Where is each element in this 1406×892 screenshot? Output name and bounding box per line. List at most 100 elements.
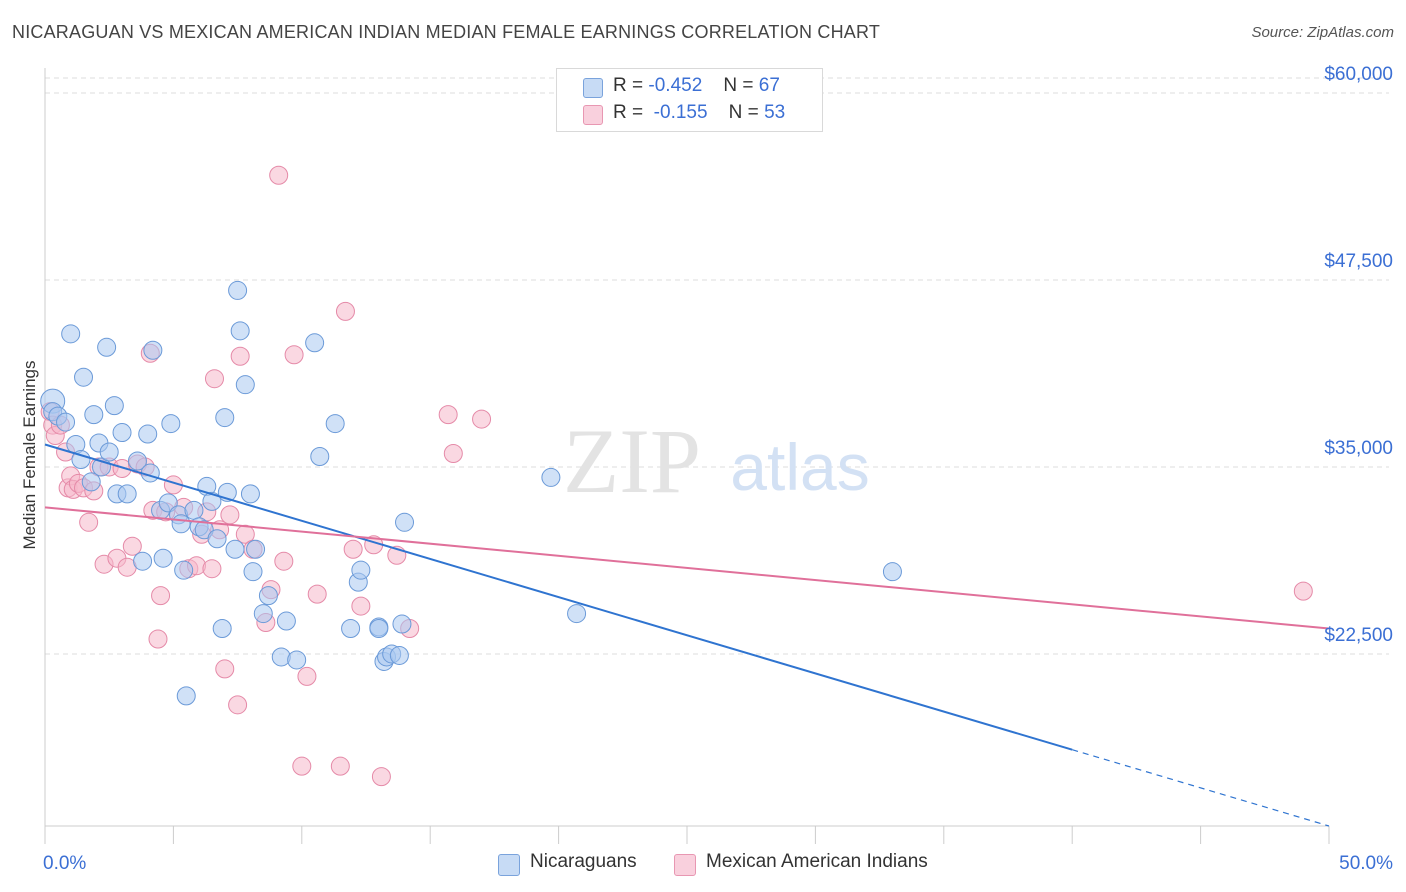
data-point-nicaraguans	[71, 449, 91, 469]
y-tick-label: $60,000	[1324, 64, 1393, 85]
tick-labels: $22,500 $35,000 $47,500 $60,000 0.0% 50.0%	[43, 64, 1393, 874]
source-credit: Source: ZipAtlas.com	[1251, 24, 1394, 41]
trend-line-nicaraguans	[44, 443, 1073, 751]
axes	[44, 68, 1330, 844]
x-tick-label-max: 50.0%	[1339, 853, 1393, 874]
data-point-nicaraguans	[176, 686, 196, 706]
trend-line-mexican-american-indians	[44, 506, 1330, 630]
y-tick-label: $35,000	[1324, 438, 1393, 459]
y-tick-label: $47,500	[1324, 251, 1393, 272]
data-point-mexican-american-indians	[307, 584, 327, 604]
data-point-nicaraguans	[171, 514, 191, 534]
data-point-nicaraguans	[138, 424, 158, 444]
data-point-mexican-american-indians	[148, 629, 168, 649]
data-point-nicaraguans	[230, 321, 250, 341]
data-point-mexican-american-indians	[228, 695, 248, 715]
legend-swatch-blue	[583, 78, 603, 98]
data-point-nicaraguans	[258, 586, 278, 606]
data-point-nicaraguans	[133, 551, 153, 571]
data-point-nicaraguans	[112, 423, 132, 443]
y-tick-label: $22,500	[1324, 625, 1393, 646]
data-point-mexican-american-indians	[202, 559, 222, 579]
data-point-nicaraguans	[882, 562, 902, 582]
data-point-nicaraguans	[541, 467, 561, 487]
data-point-nicaraguans	[143, 340, 163, 360]
data-point-nicaraguans	[310, 446, 330, 466]
data-point-mexican-american-indians	[215, 659, 235, 679]
data-point-mexican-american-indians	[122, 536, 142, 556]
data-point-nicaraguans	[153, 548, 173, 568]
legend-n-label: N =	[728, 102, 759, 123]
data-point-nicaraguans	[276, 611, 296, 631]
data-point-nicaraguans	[392, 614, 412, 634]
data-point-nicaraguans	[395, 512, 415, 532]
data-point-nicaraguans	[207, 529, 227, 549]
data-point-nicaraguans	[202, 491, 222, 511]
correlation-legend: R = -0.452 N = 67 R = -0.155 N = 53	[556, 68, 823, 132]
data-point-nicaraguans	[287, 650, 307, 670]
legend-n-value: 67	[758, 75, 780, 96]
data-point-nicaraguans	[271, 647, 291, 667]
data-point-nicaraguans	[161, 414, 181, 434]
data-point-mexican-american-indians	[284, 345, 304, 365]
bottom-legend-label: Nicaraguans	[530, 851, 637, 872]
data-point-nicaraguans	[74, 367, 94, 387]
data-point-mexican-american-indians	[351, 596, 371, 616]
data-point-nicaraguans	[184, 500, 204, 520]
data-point-nicaraguans	[99, 442, 119, 462]
data-point-nicaraguans	[127, 451, 147, 471]
data-point-nicaraguans	[212, 619, 232, 639]
y-axis-label: Median Female Earnings	[20, 360, 39, 550]
data-point-nicaraguans	[174, 560, 194, 580]
data-point-nicaraguans	[225, 539, 245, 559]
data-point-nicaraguans	[228, 280, 248, 300]
data-point-nicaraguans	[84, 405, 104, 425]
watermark-zip: ZIP	[563, 410, 701, 512]
data-point-nicaraguans	[243, 562, 263, 582]
data-point-nicaraguans	[369, 619, 389, 639]
data-point-nicaraguans	[567, 604, 587, 624]
data-point-mexican-american-indians	[292, 756, 312, 776]
legend-swatch-pink	[583, 105, 603, 125]
data-point-mexican-american-indians	[1293, 581, 1313, 601]
data-point-nicaraguans	[104, 396, 124, 416]
data-point-mexican-american-indians	[274, 551, 294, 571]
legend-r-value: -0.452	[648, 75, 703, 96]
data-point-nicaraguans	[325, 414, 345, 434]
data-point-mexican-american-indians	[204, 369, 224, 389]
data-point-nicaraguans	[56, 412, 76, 432]
legend-r-label: R =	[613, 75, 644, 96]
data-point-mexican-american-indians	[343, 539, 363, 559]
bottom-legend-swatch-pink	[674, 854, 696, 876]
legend-n-value: 53	[764, 102, 786, 123]
x-tick-label-min: 0.0%	[43, 853, 86, 874]
data-point-mexican-american-indians	[151, 586, 171, 606]
data-point-nicaraguans	[246, 539, 266, 559]
data-point-nicaraguans	[61, 324, 81, 344]
grid-lines	[45, 77, 1389, 655]
data-point-mexican-american-indians	[220, 505, 240, 525]
data-point-nicaraguans	[351, 560, 371, 580]
trend-line-nicaraguans-extension	[1072, 749, 1330, 827]
data-point-nicaraguans	[305, 333, 325, 353]
data-point-nicaraguans	[215, 408, 235, 428]
data-point-mexican-american-indians	[443, 443, 463, 463]
data-point-nicaraguans	[341, 619, 361, 639]
data-point-mexican-american-indians	[472, 409, 492, 429]
legend-n-label: N =	[723, 75, 754, 96]
data-point-mexican-american-indians	[79, 512, 99, 532]
watermark: ZIP atlas	[563, 410, 870, 512]
data-point-nicaraguans	[389, 645, 409, 665]
bottom-legend-swatch-blue	[498, 854, 520, 876]
data-point-nicaraguans	[235, 375, 255, 395]
data-point-nicaraguans	[97, 337, 117, 357]
data-point-mexican-american-indians	[230, 346, 250, 366]
trend-lines	[44, 443, 1330, 827]
data-point-mexican-american-indians	[438, 405, 458, 425]
data-point-mexican-american-indians	[330, 756, 350, 776]
data-point-nicaraguans	[253, 604, 273, 624]
data-point-mexican-american-indians	[297, 666, 317, 686]
legend-r-value: -0.155	[653, 102, 708, 123]
data-point-nicaraguans	[240, 484, 260, 504]
